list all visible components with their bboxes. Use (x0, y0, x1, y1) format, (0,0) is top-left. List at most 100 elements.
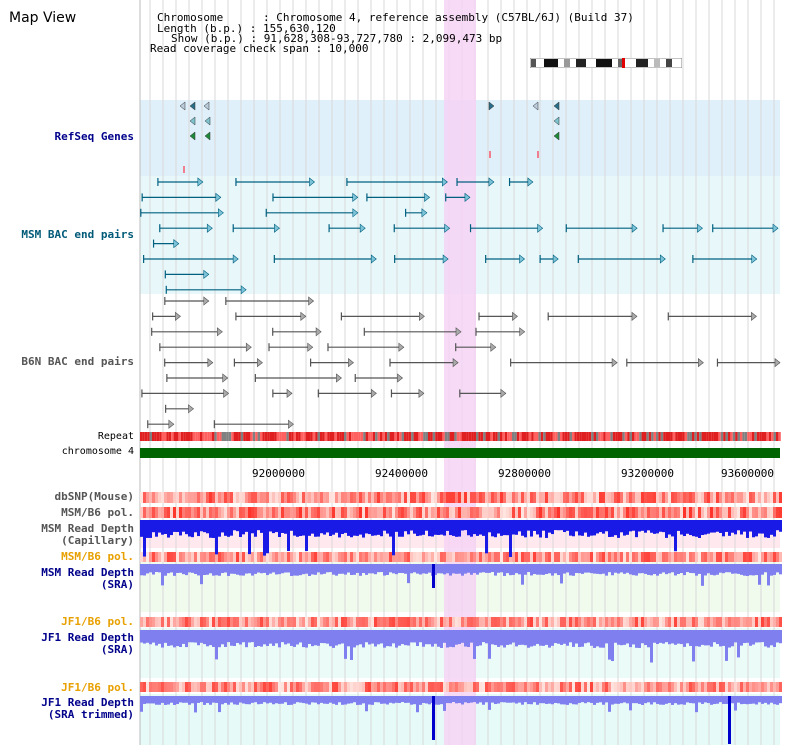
polymorphism-cell (671, 552, 674, 562)
track-label-refseq[interactable]: RefSeq Genes (54, 130, 134, 143)
track-label-msm-b6-pol[interactable]: MSM/B6 pol. (61, 506, 134, 519)
polymorphism-cell (260, 682, 263, 692)
read-depth-bar (599, 564, 602, 575)
repeat-segment (543, 432, 546, 441)
read-depth-bar (224, 564, 227, 573)
polymorphism-cell (140, 682, 143, 692)
bac-end-pair (215, 192, 222, 203)
polymorphism-cell (482, 552, 485, 562)
polymorphism-cell (680, 617, 683, 627)
refseq-gene-mark (553, 131, 560, 141)
polymorphism-cell (149, 552, 152, 562)
polymorphism-cell (530, 682, 533, 692)
read-depth-bar (347, 696, 350, 704)
polymorphism-cell (278, 552, 281, 562)
polymorphism-cell (746, 617, 749, 627)
polymorphism-cell (620, 492, 623, 503)
polymorphism-cell (734, 682, 737, 692)
read-depth-bar (596, 696, 599, 703)
read-depth-bar (314, 520, 317, 537)
read-depth-bar (674, 630, 677, 645)
bac-end-pair (397, 373, 403, 383)
polymorphism-cell (386, 492, 389, 503)
track-label-msm-depth-sra[interactable]: MSM Read Depth (41, 566, 134, 579)
polymorphism-cell (350, 492, 353, 503)
read-depth-bar (404, 520, 407, 532)
read-depth-bar (449, 564, 452, 576)
polymorphism-cell (278, 492, 281, 503)
polymorphism-cell (638, 552, 641, 562)
read-depth-bar (146, 564, 149, 574)
track-label-jf1-depth[interactable]: JF1 Read Depth (41, 631, 134, 644)
read-depth-bar (395, 564, 398, 575)
track-label-dbsnp[interactable]: dbSNP(Mouse) (54, 490, 134, 503)
read-depth-bar (332, 520, 335, 535)
read-depth-bar (620, 520, 623, 533)
polymorphism-cell (713, 682, 716, 692)
polymorphism-cell (497, 682, 500, 692)
polymorphism-cell (269, 617, 272, 627)
track-label-b6n-bac[interactable]: B6N BAC end pairs (21, 355, 134, 368)
read-depth-bar (752, 564, 755, 576)
repeat-segment (627, 432, 630, 441)
polymorphism-cell (281, 552, 284, 562)
repeat-segment (752, 432, 755, 441)
repeat-segment (281, 432, 284, 441)
read-depth-bar (278, 564, 281, 575)
track-label-jf1-b6-pol-2[interactable]: JF1/B6 pol. (61, 681, 134, 694)
polymorphism-cell (614, 492, 617, 503)
polymorphism-cell (233, 492, 236, 503)
polymorphism-cell (497, 492, 500, 503)
polymorphism-cell (770, 492, 773, 503)
repeat-segment (562, 432, 565, 441)
track-label-jf1-depth-trimmed[interactable]: JF1 Read Depth (41, 696, 134, 709)
read-depth-bar (188, 564, 191, 573)
polymorphism-cell (689, 492, 692, 503)
read-depth-bar (545, 564, 548, 574)
polymorphism-cell (407, 492, 410, 503)
polymorphism-cell (740, 682, 743, 692)
read-depth-bar (770, 564, 773, 576)
read-depth-bar (569, 520, 572, 536)
read-depth-bar (674, 564, 677, 576)
polymorphism-cell (311, 507, 314, 518)
polymorphism-cell (392, 492, 395, 503)
polymorphism-cell (773, 617, 776, 627)
polymorphism-cell (731, 682, 734, 692)
read-depth-bar (245, 564, 248, 574)
track-label-msm-depth-capillary[interactable]: MSM Read Depth (41, 522, 134, 535)
polymorphism-cell (482, 617, 485, 627)
repeat-segment (248, 432, 251, 441)
read-depth-bar (512, 564, 515, 575)
polymorphism-cell (335, 492, 338, 503)
polymorphism-cell (482, 682, 485, 692)
repeat-segment (526, 432, 529, 441)
read-depth-bar (599, 520, 602, 533)
read-depth-bar (626, 630, 629, 644)
track-label-chromosome: chromosome 4 (61, 446, 134, 457)
read-depth-bar (746, 696, 749, 705)
polymorphism-cell (272, 552, 275, 562)
read-depth-bar (140, 564, 143, 576)
bac-end-pair (698, 357, 704, 368)
track-label-msm-b6-pol-sra[interactable]: MSM/B6 pol. (61, 550, 134, 563)
polymorphism-cell (476, 507, 479, 518)
polymorphism-cell (593, 492, 596, 503)
track-label-jf1-b6-pol[interactable]: JF1/B6 pol. (61, 615, 134, 628)
chromosome-ideogram[interactable] (529, 53, 683, 69)
polymorphism-cell (191, 682, 194, 692)
polymorphism-cell (287, 492, 290, 503)
polymorphism-cell (155, 682, 158, 692)
track-label-msm-bac[interactable]: MSM BAC end pairs (21, 228, 134, 241)
read-depth-bar (518, 564, 521, 575)
read-depth-bar (761, 630, 764, 643)
polymorphism-cell (527, 492, 530, 503)
read-depth-bar (542, 564, 545, 575)
read-depth-bar (251, 630, 254, 643)
repeat-segment (233, 432, 236, 441)
repeat-segment (418, 432, 421, 441)
read-depth-bar (629, 696, 632, 711)
bac-end-pair (512, 311, 518, 322)
repeat-segment (476, 432, 479, 441)
repeat-segment (245, 432, 248, 441)
